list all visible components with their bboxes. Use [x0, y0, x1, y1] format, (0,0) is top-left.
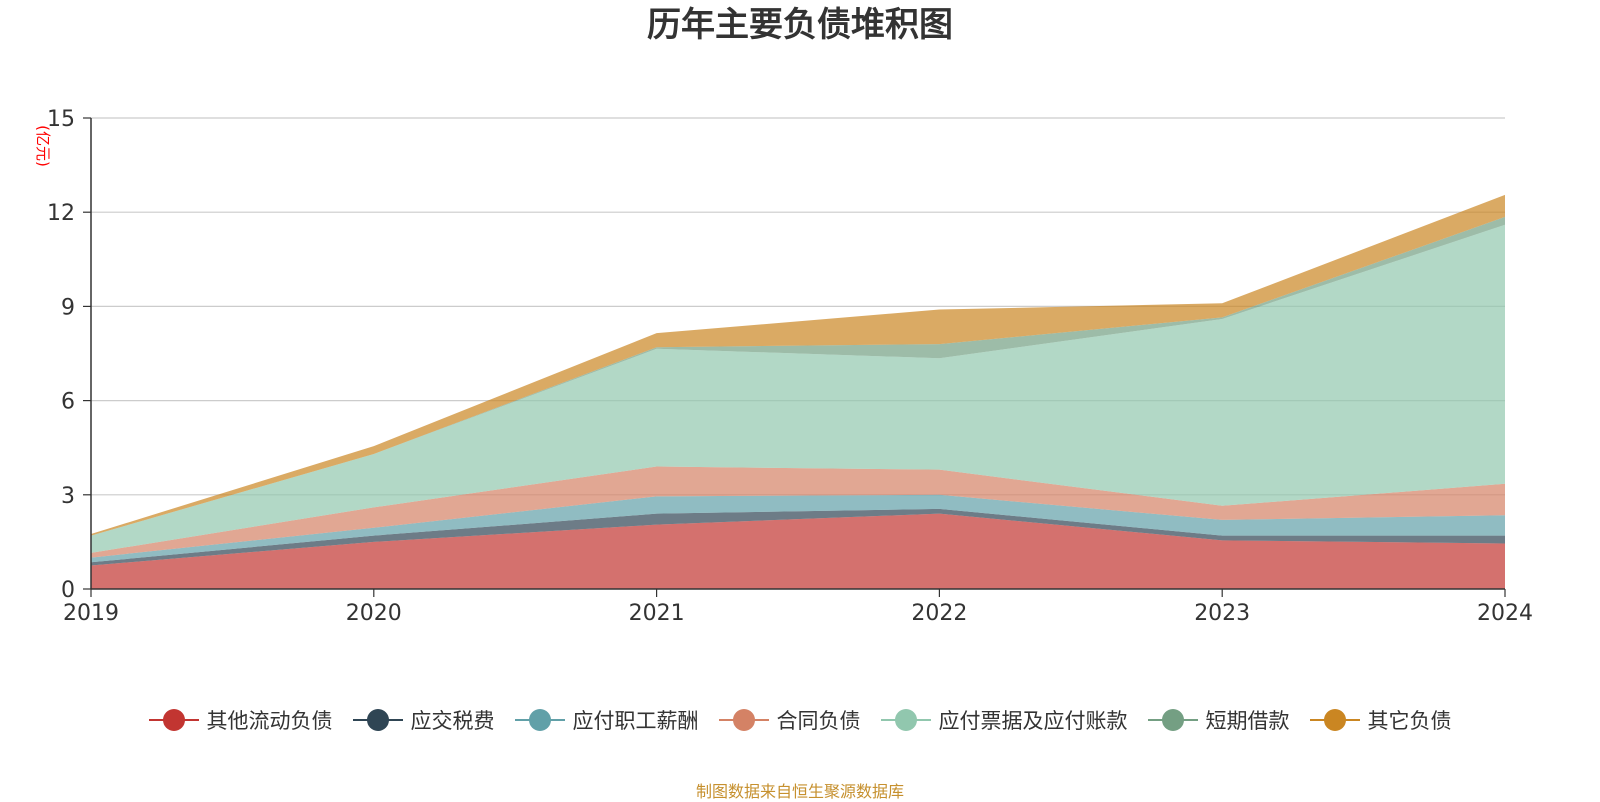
legend-marker-icon [1309, 708, 1360, 732]
stacked-areas [91, 194, 1505, 589]
y-tick-label: 6 [61, 390, 75, 415]
x-tick-label: 2021 [629, 601, 685, 626]
legend-item[interactable]: 其他流动负债 [148, 705, 333, 735]
chart-title: 历年主要负债堆积图 [647, 5, 953, 45]
x-tick-label: 2022 [911, 601, 967, 626]
legend-label: 合同负债 [776, 709, 861, 733]
axes: 0 3 6 9 12 15 2019 2020 2021 2022 2023 2024 [47, 107, 1533, 626]
legend-marker-icon [1147, 708, 1198, 732]
area-series-1 [91, 508, 1505, 566]
source-note: 制图数据来自恒生聚源数据库 [695, 782, 904, 801]
legend-marker-icon [352, 708, 403, 732]
legend-marker-icon [514, 708, 565, 732]
legend-item[interactable]: 其它负债 [1309, 705, 1452, 735]
legend-item[interactable]: 合同负债 [718, 705, 861, 735]
x-tick-label: 2023 [1194, 601, 1250, 626]
legend: 其他流动负债 应交税费 应付职工薪酬 合同负债 应付票据及应付账款 短期借款 其它负债 [0, 700, 1600, 740]
legend-item[interactable]: 短期借款 [1147, 705, 1290, 735]
x-tick-label: 2020 [346, 601, 402, 626]
legend-label: 短期借款 [1205, 709, 1290, 733]
x-tick-label: 2019 [63, 601, 119, 626]
legend-item[interactable]: 应付票据及应付账款 [880, 705, 1128, 735]
legend-marker-icon [880, 708, 931, 732]
area-series-4 [91, 224, 1505, 553]
legend-item[interactable]: 应交税费 [352, 705, 495, 735]
y-tick-label: 12 [47, 201, 75, 226]
area-series-2 [91, 494, 1505, 563]
legend-marker-icon [718, 708, 769, 732]
y-tick-label: 3 [61, 484, 75, 509]
legend-label: 其他流动负债 [206, 709, 333, 733]
legend-marker-icon [148, 708, 199, 732]
x-tick-label: 2024 [1477, 601, 1533, 626]
area-series-0 [91, 513, 1505, 589]
y-axis-unit: (亿元) [34, 125, 52, 167]
y-tick-label: 9 [61, 295, 75, 320]
y-tick-label: 0 [61, 578, 75, 603]
legend-label: 其它负债 [1367, 709, 1452, 733]
legend-label: 应交税费 [410, 709, 495, 733]
legend-item[interactable]: 应付职工薪酬 [514, 705, 699, 735]
area-series-3 [91, 466, 1505, 558]
legend-label: 应付票据及应付账款 [938, 709, 1128, 733]
y-tick-label: 15 [47, 107, 75, 132]
legend-label: 应付职工薪酬 [572, 709, 699, 733]
